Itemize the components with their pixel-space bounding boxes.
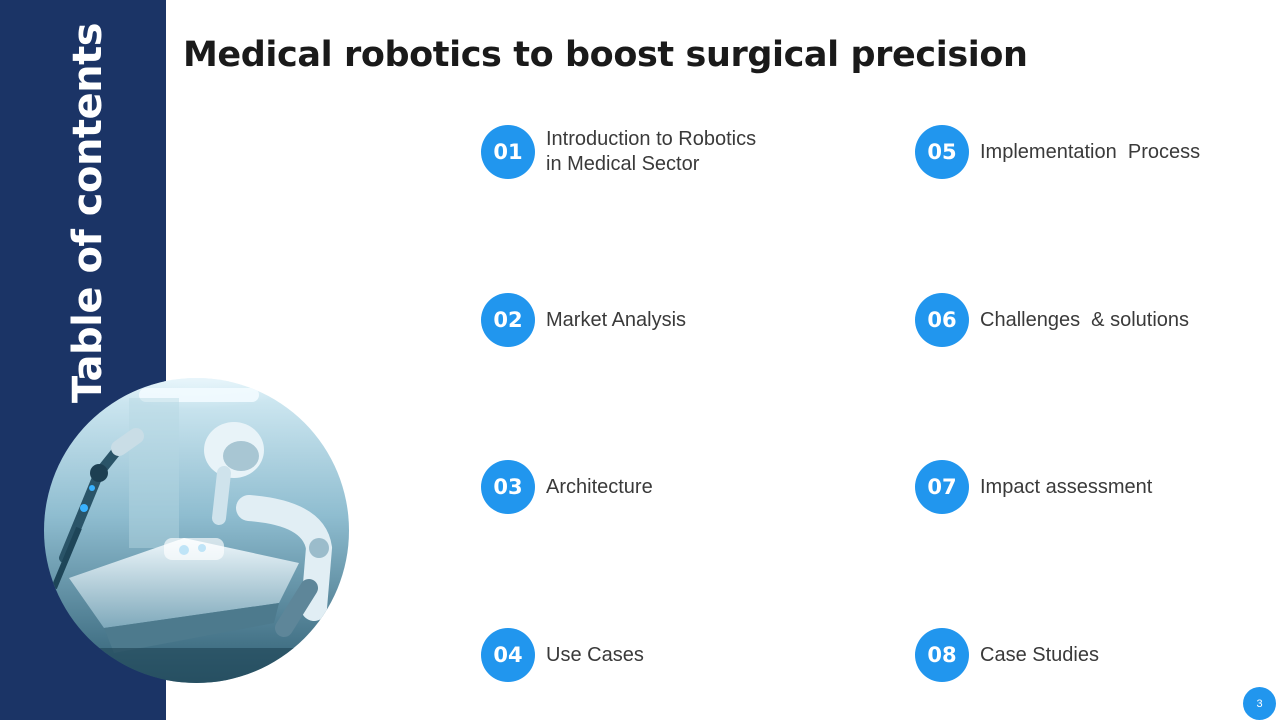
page-number-badge: 3 bbox=[1243, 687, 1276, 720]
toc-item-label: Case Studies bbox=[980, 643, 1099, 666]
toc-number-badge: 01 bbox=[481, 125, 535, 179]
toc-item-label: Use Cases bbox=[546, 643, 644, 666]
toc-item-introduction[interactable]: 01 Introduction to Robotics in Medical S… bbox=[481, 125, 756, 179]
toc-number-badge: 03 bbox=[481, 460, 535, 514]
toc-number-badge: 04 bbox=[481, 628, 535, 682]
toc-number-badge: 07 bbox=[915, 460, 969, 514]
toc-item-label: Impact assessment bbox=[980, 475, 1153, 498]
page-title: Medical robotics to boost surgical preci… bbox=[183, 35, 1028, 75]
toc-item-architecture[interactable]: 03 Architecture bbox=[481, 460, 653, 514]
toc-item-label: Market Analysis bbox=[546, 308, 687, 331]
toc-item-use-cases[interactable]: 04 Use Cases bbox=[481, 628, 644, 682]
toc-item-challenges-solutions[interactable]: 06 Challenges & solutions bbox=[915, 293, 1189, 347]
toc-item-case-studies[interactable]: 08 Case Studies bbox=[915, 628, 1099, 682]
toc-item-label: Implementation Process bbox=[980, 140, 1201, 163]
vertical-section-title: Table of contents bbox=[65, 22, 111, 404]
toc-item-label: Architecture bbox=[546, 475, 653, 498]
toc-item-impact-assessment[interactable]: 07 Impact assessment bbox=[915, 460, 1152, 514]
toc-number-badge: 05 bbox=[915, 125, 969, 179]
toc-number-badge: 02 bbox=[481, 293, 535, 347]
toc-item-label: Challenges & solutions bbox=[980, 308, 1190, 331]
toc-item-implementation-process[interactable]: 05 Implementation Process bbox=[915, 125, 1200, 179]
toc-item-market-analysis[interactable]: 02 Market Analysis bbox=[481, 293, 686, 347]
toc-item-label: Introduction to Robotics in Medical Sect… bbox=[546, 128, 757, 175]
toc-number-badge: 08 bbox=[915, 628, 969, 682]
surgical-robot-photo bbox=[44, 378, 349, 683]
toc-number-badge: 06 bbox=[915, 293, 969, 347]
